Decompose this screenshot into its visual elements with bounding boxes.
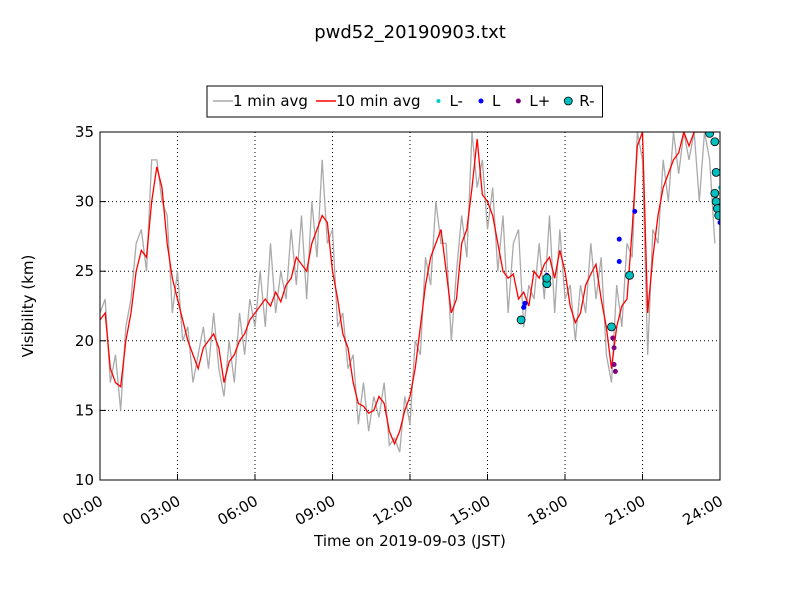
legend: 1 min avg 10 min avg L- L L+ R- xyxy=(206,85,604,118)
plot-frame xyxy=(99,131,721,481)
data-point xyxy=(714,211,720,220)
data-point xyxy=(542,273,552,283)
data-point xyxy=(710,137,720,147)
plot-area xyxy=(100,132,720,453)
legend-swatch xyxy=(436,99,441,103)
chart-title: pwd52_20190903.txt xyxy=(314,22,506,43)
data-point xyxy=(632,208,638,214)
y-axis-label: Visibility (km) xyxy=(19,255,37,358)
data-point xyxy=(717,219,720,225)
legend-label: 1 min avg xyxy=(233,92,308,110)
legend-label: 10 min avg xyxy=(336,92,421,110)
data-point xyxy=(705,132,715,138)
data-point xyxy=(625,270,634,280)
data-point xyxy=(611,345,617,351)
legend-box xyxy=(206,85,604,118)
legend-swatch xyxy=(515,98,521,104)
y-tick-label: 15 xyxy=(75,401,94,419)
y-tick-label: 25 xyxy=(75,262,94,280)
data-point xyxy=(521,304,527,310)
legend-label: L- xyxy=(449,92,463,110)
data-point xyxy=(611,361,617,367)
data-point xyxy=(516,315,526,325)
legend-label: L+ xyxy=(529,92,550,110)
data-point xyxy=(607,322,616,332)
legend-swatch xyxy=(563,96,573,106)
data-point xyxy=(610,335,616,341)
series-line xyxy=(100,132,715,446)
legend-label: L xyxy=(492,92,501,110)
data-point xyxy=(616,258,622,264)
y-tick-label: 35 xyxy=(75,123,94,141)
data-point xyxy=(710,188,720,198)
legend-swatch xyxy=(478,98,484,104)
x-axis-label: Time on 2019-09-03 (JST) xyxy=(313,532,506,550)
data-point xyxy=(711,167,720,177)
data-point xyxy=(522,300,528,306)
y-tick-label: 10 xyxy=(75,471,94,489)
y-tick-label: 20 xyxy=(75,332,94,350)
y-tick-label: 30 xyxy=(75,193,94,211)
data-point xyxy=(616,236,622,242)
data-point xyxy=(612,368,618,374)
legend-label: R- xyxy=(579,92,594,110)
